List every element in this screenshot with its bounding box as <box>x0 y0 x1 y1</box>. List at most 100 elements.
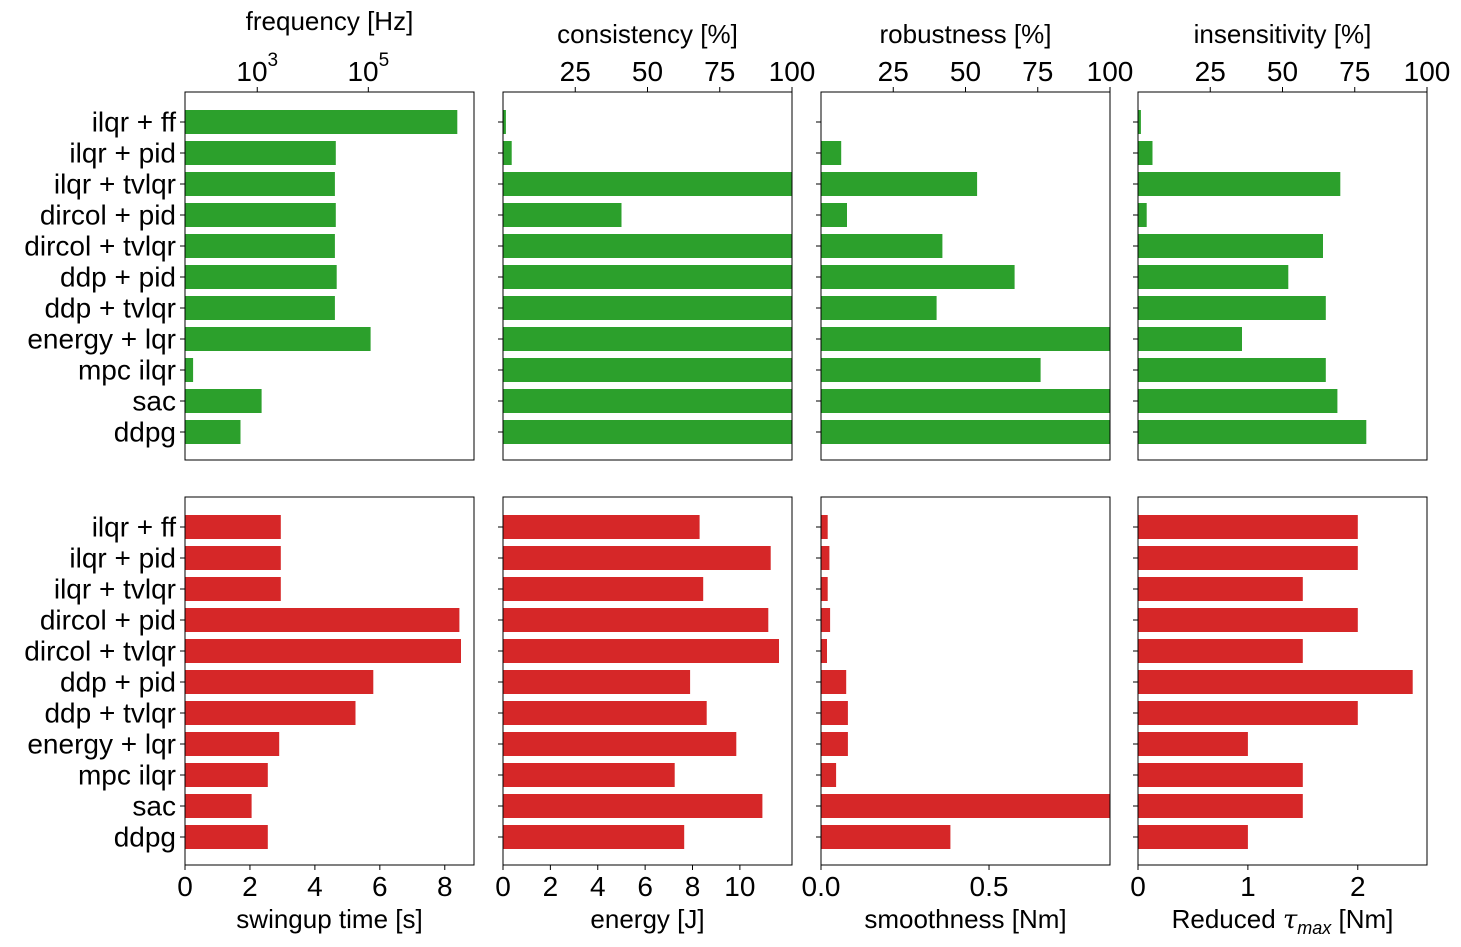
bar-bottom-0-7 <box>185 732 280 756</box>
x-tick-label: 6 <box>372 871 388 902</box>
bar-top-2-8 <box>821 358 1041 382</box>
category-label: dircol + pid <box>40 605 176 636</box>
bar-top-1-2 <box>503 172 792 196</box>
x-tick-label: 0 <box>495 871 511 902</box>
bar-bottom-2-1 <box>821 546 830 570</box>
bar-bottom-2-5 <box>821 670 847 694</box>
bar-bottom-0-1 <box>185 546 281 570</box>
category-label: dircol + pid <box>40 200 176 231</box>
bar-bottom-1-5 <box>503 670 691 694</box>
bar-bottom-3-8 <box>1138 763 1303 787</box>
bar-top-3-0 <box>1138 110 1141 134</box>
x-tick-label: 75 <box>1339 56 1370 87</box>
bar-top-1-5 <box>503 265 792 289</box>
category-label: dircol + tvlqr <box>24 636 176 667</box>
category-label: ddp + pid <box>60 667 176 698</box>
x-tick-label: 103 <box>236 50 278 87</box>
x-tick-label: 25 <box>878 56 909 87</box>
bar-top-3-7 <box>1138 327 1242 351</box>
bar-bottom-3-1 <box>1138 546 1358 570</box>
bar-top-1-10 <box>503 420 792 444</box>
bar-top-1-4 <box>503 234 792 258</box>
category-label: ilqr + tvlqr <box>54 169 176 200</box>
bar-top-2-10 <box>821 420 1110 444</box>
category-label: energy + lqr <box>27 324 176 355</box>
bar-bottom-2-7 <box>821 732 848 756</box>
category-label: mpc ilqr <box>78 760 176 791</box>
bar-bottom-2-9 <box>821 794 1110 818</box>
bar-top-1-0 <box>503 110 506 134</box>
bar-top-0-9 <box>185 389 262 413</box>
x-tick-label: 8 <box>685 871 701 902</box>
bar-bottom-1-7 <box>503 732 737 756</box>
bar-top-2-2 <box>821 172 978 196</box>
bar-top-3-4 <box>1138 234 1323 258</box>
category-label: ilqr + pid <box>69 138 176 169</box>
category-label: ddp + tvlqr <box>44 698 176 729</box>
bar-bottom-1-0 <box>503 515 700 539</box>
bar-top-2-7 <box>821 327 1110 351</box>
bar-top-3-8 <box>1138 358 1326 382</box>
panel-top-1: 25 50 75 100 consistency [%] <box>498 19 815 461</box>
bar-bottom-0-0 <box>185 515 281 539</box>
x-tick-label: 100 <box>1087 56 1134 87</box>
bar-top-3-10 <box>1138 420 1367 444</box>
bar-top-3-6 <box>1138 296 1326 320</box>
bar-top-0-1 <box>185 141 336 165</box>
bar-bottom-2-2 <box>821 577 828 601</box>
bar-bottom-3-9 <box>1138 794 1303 818</box>
bar-bottom-2-6 <box>821 701 848 725</box>
category-label: dircol + tvlqr <box>24 231 176 262</box>
bar-bottom-1-9 <box>503 794 763 818</box>
category-label: energy + lqr <box>27 729 176 760</box>
x-tick-label: 50 <box>632 56 663 87</box>
bar-top-3-2 <box>1138 172 1341 196</box>
category-label: ddp + tvlqr <box>44 293 176 324</box>
bar-top-2-9 <box>821 389 1110 413</box>
x-tick-label: 1 <box>1240 871 1256 902</box>
bar-bottom-1-4 <box>503 639 779 663</box>
x-tick-label: 6 <box>637 871 653 902</box>
bar-top-1-7 <box>503 327 792 351</box>
bar-bottom-2-10 <box>821 825 951 849</box>
panel-bottom-1: 0 2 4 6 8 10 energy [J] <box>495 496 793 934</box>
bar-bottom-1-6 <box>503 701 707 725</box>
bar-top-2-3 <box>821 203 847 227</box>
category-label: ddpg <box>114 417 176 448</box>
bar-bottom-0-8 <box>185 763 268 787</box>
x-tick-label: 25 <box>1195 56 1226 87</box>
bar-top-2-5 <box>821 265 1015 289</box>
bar-bottom-1-1 <box>503 546 771 570</box>
x-axis-title: energy [J] <box>590 904 704 934</box>
bar-bottom-3-7 <box>1138 732 1248 756</box>
bar-top-3-1 <box>1138 141 1153 165</box>
bar-bottom-0-3 <box>185 608 460 632</box>
bar-bottom-2-3 <box>821 608 831 632</box>
bar-bottom-0-2 <box>185 577 281 601</box>
bar-bottom-2-0 <box>821 515 828 539</box>
x-tick-label: 10 <box>724 871 755 902</box>
category-label: ilqr + ff <box>92 512 177 543</box>
axes-frame <box>502 496 793 866</box>
category-label: ilqr + tvlqr <box>54 574 176 605</box>
bar-top-1-8 <box>503 358 792 382</box>
x-axis-title: consistency [%] <box>557 19 738 49</box>
x-tick-label: 50 <box>950 56 981 87</box>
bar-bottom-3-2 <box>1138 577 1303 601</box>
bar-bottom-3-4 <box>1138 639 1303 663</box>
bar-top-3-3 <box>1138 203 1147 227</box>
bar-top-0-5 <box>185 265 337 289</box>
bar-top-0-6 <box>185 296 335 320</box>
bar-bottom-3-10 <box>1138 825 1248 849</box>
bar-top-3-5 <box>1138 265 1289 289</box>
x-axis-title: insensitivity [%] <box>1194 19 1372 49</box>
x-tick-label: 0 <box>177 871 193 902</box>
bar-top-1-9 <box>503 389 792 413</box>
x-tick-label: 2 <box>242 871 258 902</box>
bar-top-2-6 <box>821 296 937 320</box>
bar-bottom-3-6 <box>1138 701 1358 725</box>
